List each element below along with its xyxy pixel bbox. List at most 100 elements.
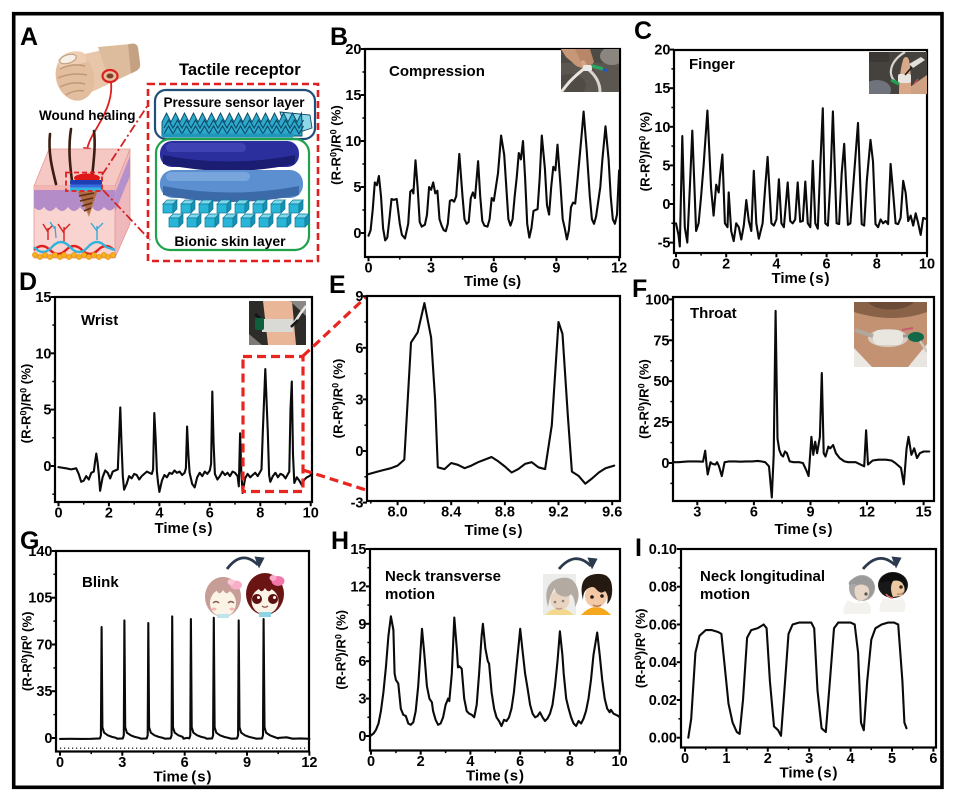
svg-text:3: 3	[358, 692, 366, 708]
svg-text:(R-R0)/R0 (%): (R-R0)/R0 (%)	[19, 364, 34, 444]
svg-text:(R-R0)/R0 (%): (R-R0)/R0 (%)	[20, 611, 35, 691]
svg-text:F: F	[632, 275, 647, 303]
svg-text:0: 0	[353, 226, 361, 242]
svg-text:Time(s): Time (s)	[153, 769, 211, 786]
svg-text:10: 10	[654, 120, 670, 136]
svg-text:Time(s): Time (s)	[771, 270, 829, 287]
svg-text:E: E	[329, 271, 346, 299]
svg-text:8: 8	[566, 754, 574, 770]
svg-text:6: 6	[490, 261, 498, 277]
svg-text:75: 75	[653, 333, 669, 349]
svg-text:(R-R0)/R0 (%): (R-R0)/R0 (%)	[334, 610, 349, 690]
svg-text:10: 10	[345, 134, 361, 150]
svg-text:C: C	[634, 17, 652, 45]
svg-text:9.6: 9.6	[602, 505, 622, 521]
svg-text:-5: -5	[658, 236, 671, 252]
svg-text:(R-R0)/R0 (%): (R-R0)/R0 (%)	[638, 112, 653, 192]
svg-text:-3: -3	[351, 496, 364, 512]
svg-text:3: 3	[427, 261, 435, 277]
svg-text:0: 0	[54, 506, 62, 522]
svg-text:100: 100	[645, 292, 669, 308]
svg-text:15: 15	[35, 290, 51, 306]
svg-text:0.10: 0.10	[649, 542, 677, 558]
svg-text:(R-R0)/R0 (%): (R-R0)/R0 (%)	[329, 105, 344, 185]
svg-text:9: 9	[243, 755, 251, 771]
svg-text:12: 12	[859, 505, 875, 521]
svg-text:6: 6	[516, 754, 524, 770]
svg-text:Time (s): Time (s)	[464, 273, 521, 290]
svg-text:G: G	[20, 527, 39, 555]
svg-text:0: 0	[358, 729, 366, 745]
svg-text:15: 15	[654, 81, 670, 97]
svg-text:Bionic skin layer: Bionic skin layer	[174, 233, 286, 249]
svg-text:4: 4	[466, 754, 474, 770]
svg-text:I: I	[635, 534, 642, 562]
svg-text:8.4: 8.4	[441, 505, 461, 521]
svg-text:Neck longitudinal: Neck longitudinal	[700, 568, 825, 585]
svg-text:(R-R0)/R0 (%): (R-R0)/R0 (%)	[331, 359, 346, 439]
svg-text:5: 5	[888, 751, 896, 767]
svg-text:8.8: 8.8	[495, 505, 515, 521]
svg-text:20: 20	[654, 43, 670, 59]
svg-text:10: 10	[303, 506, 319, 522]
svg-text:2: 2	[764, 751, 772, 767]
svg-text:Pressure sensor layer: Pressure sensor layer	[163, 95, 305, 110]
svg-text:15: 15	[916, 505, 932, 521]
svg-text:140: 140	[28, 544, 52, 560]
svg-text:Wound healing: Wound healing	[39, 108, 136, 123]
svg-text:Blink: Blink	[82, 574, 119, 591]
svg-text:Compression: Compression	[389, 63, 485, 80]
svg-text:0: 0	[43, 459, 51, 475]
svg-text:8.0: 8.0	[388, 505, 408, 521]
svg-text:0.02: 0.02	[649, 693, 677, 709]
svg-text:70: 70	[36, 638, 52, 654]
svg-text:105: 105	[28, 591, 52, 607]
svg-text:6: 6	[929, 751, 937, 767]
svg-text:Tactile receptor: Tactile receptor	[179, 61, 301, 79]
svg-text:1: 1	[722, 751, 730, 767]
svg-text:35: 35	[36, 684, 52, 700]
svg-text:motion: motion	[700, 586, 750, 603]
svg-text:B: B	[330, 23, 348, 51]
svg-text:15: 15	[345, 88, 361, 104]
svg-text:6: 6	[823, 257, 831, 273]
svg-text:(R-R0)/R0 (%): (R-R0)/R0 (%)	[633, 608, 648, 688]
svg-text:5: 5	[662, 158, 670, 174]
svg-text:5: 5	[353, 180, 361, 196]
svg-text:Throat: Throat	[690, 305, 737, 322]
svg-text:0.06: 0.06	[649, 618, 677, 634]
svg-text:9: 9	[806, 505, 814, 521]
svg-text:8: 8	[256, 506, 264, 522]
svg-text:15: 15	[350, 542, 366, 558]
svg-text:0: 0	[681, 751, 689, 767]
svg-text:20: 20	[345, 42, 361, 58]
svg-text:Time(s): Time (s)	[154, 520, 212, 537]
svg-text:6: 6	[181, 755, 189, 771]
svg-text:Time(s): Time (s)	[779, 765, 837, 782]
svg-text:9.2: 9.2	[548, 505, 568, 521]
svg-text:0: 0	[56, 755, 64, 771]
svg-text:6: 6	[358, 654, 366, 670]
svg-text:motion: motion	[385, 586, 435, 603]
svg-text:9: 9	[552, 261, 560, 277]
svg-text:0: 0	[662, 197, 670, 213]
svg-text:50: 50	[653, 374, 669, 390]
svg-text:A: A	[20, 23, 38, 51]
svg-text:9: 9	[355, 289, 363, 305]
svg-text:3: 3	[693, 505, 701, 521]
svg-text:4: 4	[155, 506, 163, 522]
svg-text:10: 10	[919, 257, 935, 273]
svg-text:Neck transverse: Neck transverse	[385, 568, 501, 585]
svg-text:H: H	[331, 527, 349, 555]
svg-text:2: 2	[105, 506, 113, 522]
svg-text:0: 0	[367, 754, 375, 770]
svg-text:4: 4	[772, 257, 780, 273]
svg-text:3: 3	[118, 755, 126, 771]
svg-text:Time(s): Time (s)	[466, 768, 524, 785]
svg-text:4: 4	[847, 751, 855, 767]
svg-text:Time(s): Time (s)	[464, 522, 522, 539]
svg-text:0.00: 0.00	[649, 731, 677, 747]
svg-text:Time(s): Time (s)	[774, 521, 832, 538]
svg-text:6: 6	[206, 506, 214, 522]
svg-text:25: 25	[653, 415, 669, 431]
